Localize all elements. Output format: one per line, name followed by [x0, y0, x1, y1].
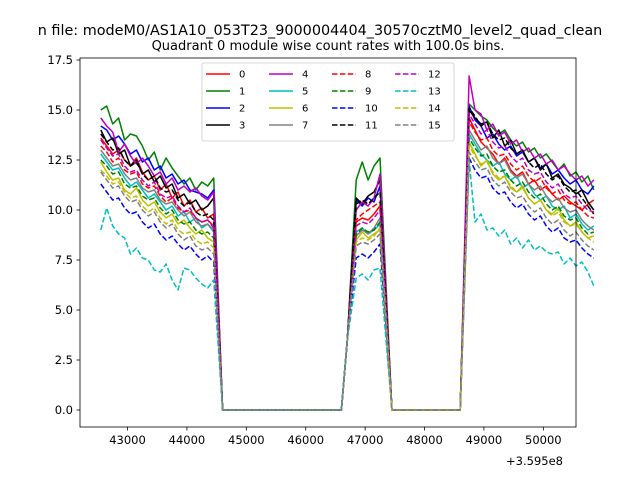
y-tick-label: 7.5 [55, 253, 73, 267]
legend-label-0: 0 [239, 70, 245, 81]
x-tick-label: 46000 [287, 433, 324, 447]
legend-box [201, 62, 455, 142]
legend-label-1: 1 [239, 87, 245, 98]
y-tick-label: 0.0 [55, 403, 73, 417]
axes-frame [79, 57, 577, 428]
legend-label-15: 15 [428, 121, 441, 132]
series-line-11 [100, 107, 595, 411]
y-tick-label: 12.5 [47, 153, 73, 167]
x-tick-label: 44000 [169, 433, 206, 447]
legend-label-4: 4 [302, 70, 308, 81]
series-line-14 [100, 145, 595, 411]
x-tick-label: 50000 [525, 433, 562, 447]
x-tick-label: 45000 [228, 433, 265, 447]
series-line-13 [100, 159, 595, 411]
legend-label-8: 8 [365, 70, 371, 81]
series-line-12 [100, 113, 595, 411]
y-tick-label: 10.0 [47, 203, 73, 217]
axes: 43000 44000 45000 46000 47000 48000 49000 50000… [47, 53, 577, 468]
legend-label-2: 2 [239, 104, 245, 115]
series-line-10 [100, 157, 595, 411]
series-line-8 [100, 121, 595, 411]
legend-label-6: 6 [302, 104, 308, 115]
y-tick-label: 15.0 [47, 103, 73, 117]
y-tick-label: 2.5 [55, 353, 73, 367]
legend-label-14: 14 [428, 104, 441, 115]
y-tick-label: 5.0 [55, 303, 73, 317]
x-tick-label: 49000 [466, 433, 503, 447]
legend-label-13: 13 [428, 87, 441, 98]
series-line-7 [100, 129, 595, 411]
figure-suptitle: n file: modeM0/AS1A10_053T23_9000004404_… [38, 23, 603, 39]
series-line-0 [100, 117, 595, 411]
series-line-3 [100, 109, 595, 411]
x-tick-label: 47000 [347, 433, 384, 447]
x-tick-label: 43000 [109, 433, 146, 447]
series-line-9 [100, 137, 595, 411]
legend-label-12: 12 [428, 70, 441, 81]
plot-area [100, 75, 595, 411]
legend-label-9: 9 [365, 87, 371, 98]
series-line-15 [100, 151, 595, 411]
series-line-1 [100, 103, 595, 411]
legend-label-5: 5 [302, 87, 308, 98]
x-tick-label: 48000 [406, 433, 443, 447]
y-tick-label: 17.5 [47, 53, 73, 67]
legend-label-7: 7 [302, 121, 308, 132]
legend-label-10: 10 [365, 104, 378, 115]
x-offset-label: +3.595e8 [506, 454, 563, 468]
legend-label-3: 3 [239, 121, 245, 132]
chart-title: Quadrant 0 module wise count rates with … [152, 39, 505, 54]
legend-label-11: 11 [365, 121, 378, 132]
